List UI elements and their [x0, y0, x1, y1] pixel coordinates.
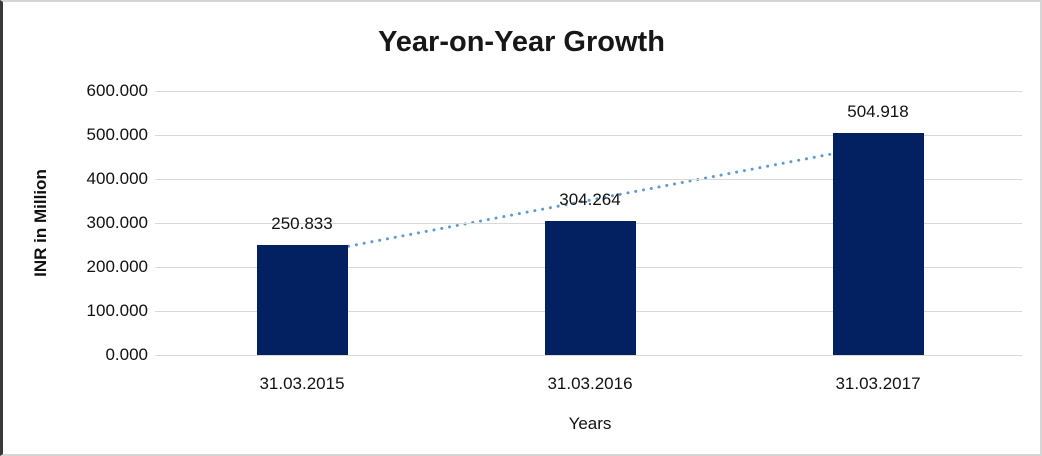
y-tick-label: 200.000	[86, 257, 148, 276]
gridline	[155, 355, 1022, 356]
x-axis-title: Years	[568, 414, 612, 433]
chart-title: Year-on-Year Growth	[378, 26, 665, 58]
y-tick-label: 300.000	[86, 213, 148, 232]
y-tick-label: 100.000	[86, 301, 148, 320]
y-tick-label: 0.000	[105, 345, 148, 364]
bar-31.03.2017	[833, 133, 924, 355]
x-tick-label: 31.03.2017	[835, 374, 921, 393]
gridline	[155, 91, 1022, 92]
bar-data-label: 304.264	[559, 190, 621, 209]
x-tick-label: 31.03.2015	[259, 374, 345, 393]
bar-data-label: 504.918	[847, 102, 909, 121]
x-tick-label: 31.03.2016	[547, 374, 633, 393]
bar-data-label: 250.833	[271, 214, 333, 233]
y-tick-label: 400.000	[86, 169, 148, 188]
gridline	[155, 179, 1022, 180]
y-tick-label: 500.000	[86, 125, 148, 144]
bar-31.03.2016	[545, 221, 636, 355]
y-tick-label: 600.000	[86, 81, 148, 100]
gridline	[155, 135, 1022, 136]
bar-31.03.2015	[257, 245, 348, 355]
